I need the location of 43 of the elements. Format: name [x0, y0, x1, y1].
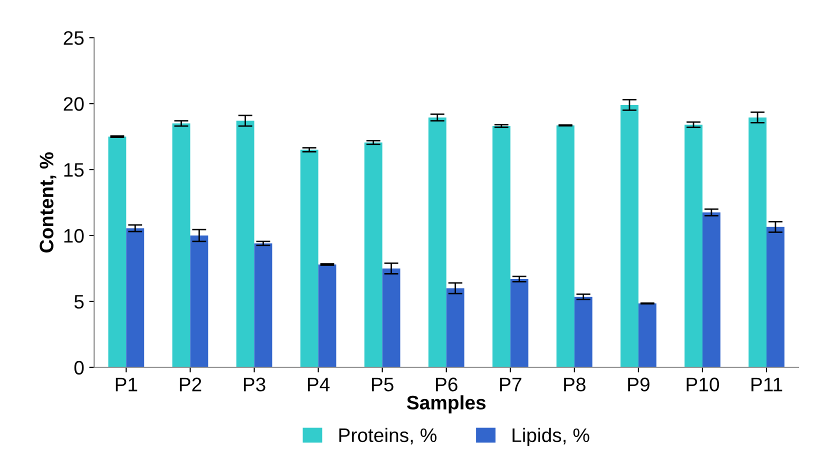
bar [766, 226, 784, 368]
x-tick-label: P6 [436, 378, 458, 392]
bar [556, 125, 574, 368]
bar [574, 296, 592, 368]
y-tick-label: 10 [64, 228, 84, 243]
x-tick-label: P5 [372, 378, 394, 392]
x-tick-label: P8 [564, 378, 586, 392]
y-tick-label: 25 [64, 31, 84, 45]
bar [126, 228, 144, 368]
y-axis-title: Content, % [40, 152, 56, 252]
bar [492, 126, 510, 368]
bar [446, 288, 464, 368]
bar [510, 279, 528, 368]
bar [318, 264, 336, 368]
bar [254, 243, 272, 368]
bar [620, 104, 638, 368]
bar [382, 268, 400, 368]
bar [108, 136, 126, 368]
x-tick-label: P3 [244, 378, 266, 392]
bar [748, 117, 767, 368]
x-tick-label: P10 [686, 378, 720, 392]
y-tick-label: 15 [64, 163, 84, 177]
bar [236, 120, 254, 368]
x-tick-label: P4 [308, 378, 330, 392]
bar [172, 123, 190, 368]
bar [702, 212, 720, 368]
bar [428, 117, 446, 368]
bar [300, 150, 318, 368]
x-tick-label: P9 [628, 378, 650, 392]
x-tick-label: P7 [500, 378, 522, 392]
y-tick-label: 20 [64, 97, 84, 111]
x-tick-label: P1 [116, 378, 138, 392]
x-axis-title: Samples [406, 395, 486, 414]
y-tick-label: 5 [74, 295, 84, 309]
y-tick-label: 0 [74, 360, 84, 375]
bar [364, 142, 382, 368]
x-tick-label: P2 [180, 378, 202, 392]
bar [638, 303, 656, 368]
legend-label: Proteins, % [339, 428, 436, 444]
bar [684, 124, 702, 368]
x-tick-label: P11 [752, 378, 782, 392]
bar [190, 236, 208, 368]
legend-label: Lipids, % [512, 428, 590, 446]
